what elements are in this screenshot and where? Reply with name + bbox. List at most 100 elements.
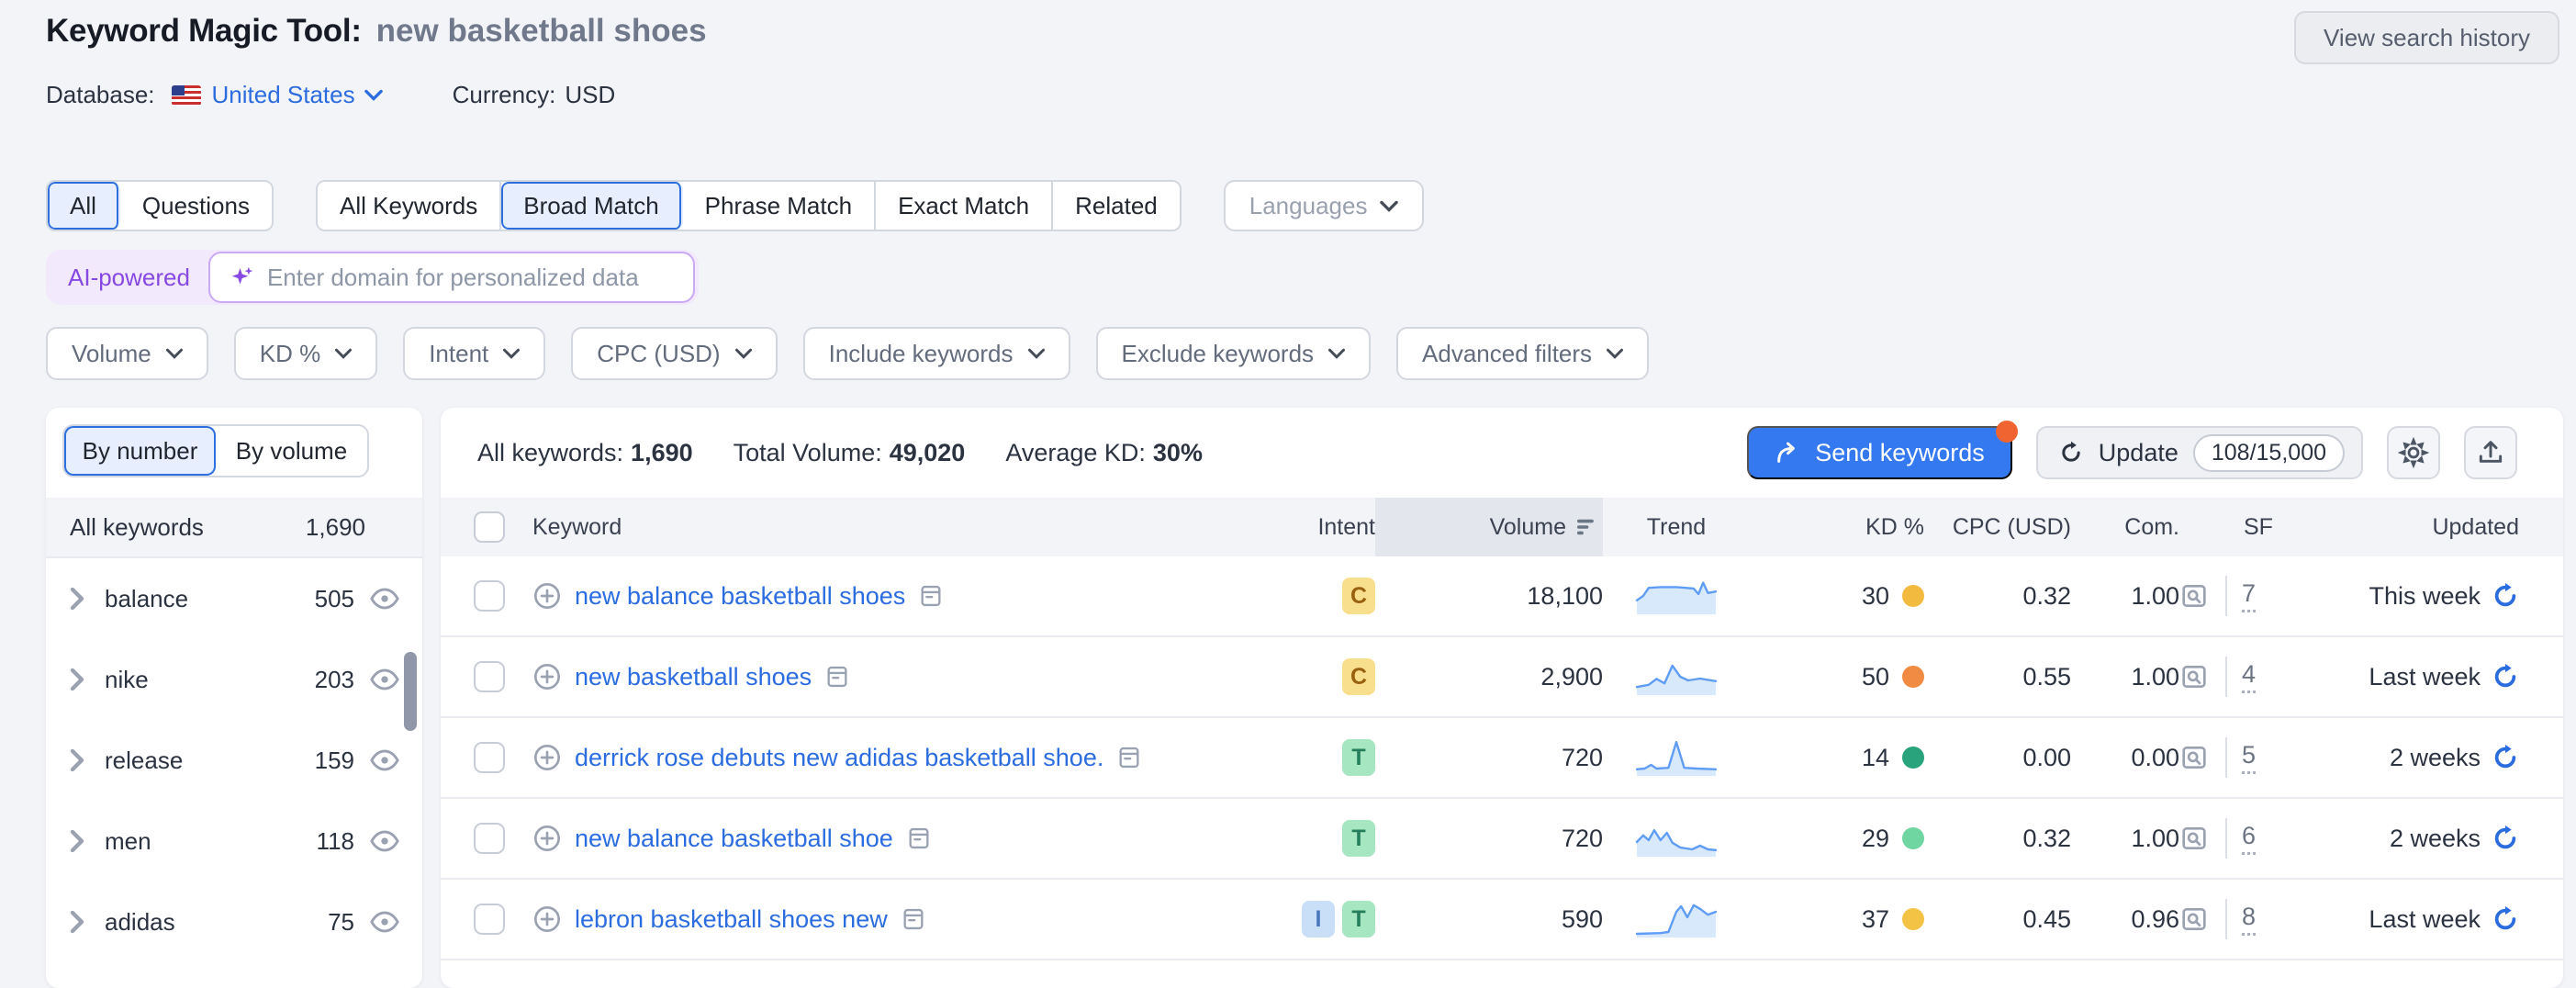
row-refresh-icon[interactable] bbox=[2492, 825, 2519, 852]
sf-value[interactable]: 5 bbox=[2242, 741, 2257, 774]
select-all-checkbox[interactable] bbox=[474, 511, 505, 543]
sidebar-scrollbar[interactable] bbox=[404, 652, 417, 731]
col-trend[interactable]: Trend bbox=[1646, 513, 1707, 540]
serp-preview-icon[interactable] bbox=[2179, 662, 2209, 691]
sf-value[interactable]: 7 bbox=[2242, 579, 2257, 612]
sf-divider bbox=[2225, 818, 2227, 859]
tab-exact-match[interactable]: Exact Match bbox=[876, 182, 1054, 230]
domain-input-wrap bbox=[207, 252, 695, 303]
serp-preview-icon[interactable] bbox=[2179, 743, 2209, 772]
chevron-right-icon[interactable] bbox=[70, 749, 84, 771]
row-checkbox[interactable] bbox=[474, 580, 505, 612]
serp-preview-icon[interactable] bbox=[2179, 581, 2209, 611]
row-checkbox[interactable] bbox=[474, 661, 505, 692]
sf-value[interactable]: 4 bbox=[2242, 660, 2257, 693]
currency-value: USD bbox=[565, 81, 616, 108]
eye-icon[interactable] bbox=[369, 749, 400, 771]
exclude-keywords-filter[interactable]: Exclude keywords bbox=[1095, 327, 1372, 380]
row-refresh-icon[interactable] bbox=[2492, 744, 2519, 771]
cpc-value: 0.32 bbox=[2022, 581, 2071, 610]
sf-value[interactable]: 8 bbox=[2242, 903, 2257, 936]
col-keyword[interactable]: Keyword bbox=[532, 513, 622, 540]
languages-dropdown[interactable]: Languages bbox=[1223, 180, 1425, 231]
keyword-link[interactable]: derrick rose debuts new adidas basketbal… bbox=[575, 743, 1104, 771]
chevron-right-icon[interactable] bbox=[70, 830, 84, 852]
col-com[interactable]: Com. bbox=[2124, 513, 2179, 540]
serp-icon[interactable] bbox=[1116, 745, 1142, 770]
tab-questions[interactable]: Questions bbox=[119, 182, 272, 230]
keyword-groups-sidebar: By number By volume All keywords 1,690 b… bbox=[46, 408, 422, 988]
col-intent[interactable]: Intent bbox=[1317, 513, 1375, 540]
eye-icon[interactable] bbox=[369, 668, 400, 690]
add-keyword-icon[interactable] bbox=[532, 824, 562, 853]
kd-dot bbox=[1902, 908, 1924, 930]
view-search-history-button[interactable]: View search history bbox=[2294, 11, 2559, 64]
chevron-right-icon[interactable] bbox=[70, 588, 84, 610]
row-checkbox[interactable] bbox=[474, 904, 505, 935]
serp-icon[interactable] bbox=[906, 825, 932, 851]
row-refresh-icon[interactable] bbox=[2492, 582, 2519, 610]
domain-input[interactable] bbox=[266, 263, 675, 292]
export-button[interactable] bbox=[2464, 426, 2517, 479]
kd-filter[interactable]: KD % bbox=[233, 327, 378, 380]
eye-icon[interactable] bbox=[369, 830, 400, 852]
col-sf[interactable]: SF bbox=[2244, 513, 2273, 540]
row-refresh-icon[interactable] bbox=[2492, 905, 2519, 933]
sidebar-group-row[interactable]: men 118 bbox=[46, 801, 422, 881]
tab-broad-match[interactable]: Broad Match bbox=[501, 182, 683, 230]
serp-icon[interactable] bbox=[824, 664, 850, 690]
sidebar-group-row[interactable]: release 159 bbox=[46, 720, 422, 801]
row-refresh-icon[interactable] bbox=[2492, 663, 2519, 690]
send-keywords-button[interactable]: Send keywords bbox=[1747, 421, 2018, 479]
serp-icon[interactable] bbox=[901, 906, 926, 932]
volume-filter[interactable]: Volume bbox=[46, 327, 208, 380]
row-checkbox[interactable] bbox=[474, 742, 505, 773]
include-keywords-filter[interactable]: Include keywords bbox=[802, 327, 1070, 380]
sidebar-group-row[interactable]: balance 505 bbox=[46, 558, 422, 639]
tab-related[interactable]: Related bbox=[1053, 182, 1180, 230]
match-tabs: All Questions All Keywords Broad Match P… bbox=[46, 180, 1425, 231]
notification-dot bbox=[1995, 421, 2018, 443]
eye-icon[interactable] bbox=[369, 911, 400, 933]
add-keyword-icon[interactable] bbox=[532, 743, 562, 772]
chevron-right-icon[interactable] bbox=[70, 911, 84, 933]
col-updated[interactable]: Updated bbox=[2432, 513, 2519, 540]
keyword-link[interactable]: new basketball shoes bbox=[575, 662, 812, 690]
col-volume[interactable]: Volume bbox=[1375, 498, 1603, 556]
add-keyword-icon[interactable] bbox=[532, 581, 562, 611]
sf-value[interactable]: 6 bbox=[2242, 822, 2257, 855]
by-volume-toggle[interactable]: By volume bbox=[235, 436, 348, 465]
updated-value: This week bbox=[2369, 581, 2481, 610]
table-header: Keyword Intent Volume Trend KD % CPC (US… bbox=[441, 498, 2563, 556]
add-keyword-icon[interactable] bbox=[532, 662, 562, 691]
settings-button[interactable] bbox=[2387, 426, 2440, 479]
serp-icon[interactable] bbox=[918, 583, 944, 609]
serp-preview-icon[interactable] bbox=[2179, 904, 2209, 934]
keyword-link[interactable]: new balance basketball shoe bbox=[575, 824, 893, 852]
intent-filter[interactable]: Intent bbox=[403, 327, 546, 380]
by-number-toggle[interactable]: By number bbox=[64, 426, 216, 476]
sort-desc-icon bbox=[1577, 519, 1594, 535]
tab-all-keywords[interactable]: All Keywords bbox=[317, 182, 502, 230]
sidebar-group-row[interactable]: nike 203 bbox=[46, 639, 422, 720]
row-checkbox[interactable] bbox=[474, 823, 505, 854]
update-button[interactable]: Update 108/15,000 bbox=[2035, 426, 2363, 479]
tab-phrase-match[interactable]: Phrase Match bbox=[682, 182, 877, 230]
all-keywords-row[interactable]: All keywords 1,690 bbox=[46, 498, 422, 558]
all-keywords-value: 1,690 bbox=[631, 438, 693, 466]
advanced-filters[interactable]: Advanced filters bbox=[1396, 327, 1650, 380]
eye-icon[interactable] bbox=[369, 588, 400, 610]
cpc-filter[interactable]: CPC (USD) bbox=[571, 327, 778, 380]
add-keyword-icon[interactable] bbox=[532, 904, 562, 934]
intent-badge: C bbox=[1342, 578, 1375, 614]
keyword-link[interactable]: new balance basketball shoes bbox=[575, 581, 906, 610]
col-cpc[interactable]: CPC (USD) bbox=[1952, 513, 2071, 540]
sidebar-group-row[interactable]: adidas 75 bbox=[46, 881, 422, 962]
serp-preview-icon[interactable] bbox=[2179, 824, 2209, 853]
tab-group-question: All Questions bbox=[46, 180, 274, 231]
col-kd[interactable]: KD % bbox=[1865, 513, 1924, 540]
keyword-link[interactable]: lebron basketball shoes new bbox=[575, 904, 888, 933]
tab-all[interactable]: All bbox=[48, 182, 120, 230]
database-selector[interactable]: United States bbox=[212, 81, 383, 109]
chevron-right-icon[interactable] bbox=[70, 668, 84, 690]
